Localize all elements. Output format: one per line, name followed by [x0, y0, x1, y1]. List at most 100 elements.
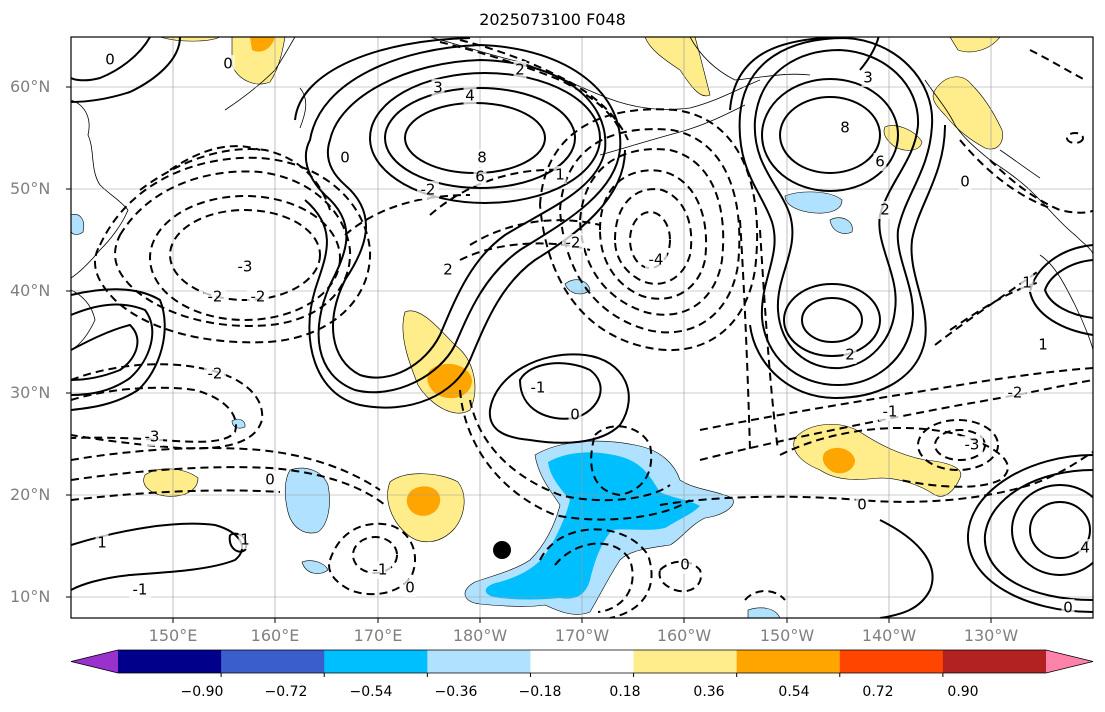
lon-label: 160°W: [656, 626, 712, 645]
contour-label-bg: [338, 149, 352, 167]
lat-label: 20°N: [10, 485, 51, 504]
contour-label-bg: [1020, 274, 1034, 292]
contour-label-bg: [204, 365, 226, 383]
contour-label-bg: [568, 406, 582, 424]
contour-label: -1: [531, 379, 546, 397]
colorbar-tick-label: 0.18: [609, 684, 641, 700]
lon-label: 130°W: [963, 626, 1019, 645]
contour-label-bg: [855, 496, 869, 514]
contour-label: 1: [97, 534, 107, 552]
contour-label-bg: [1078, 539, 1092, 557]
contour-label: 3: [863, 69, 873, 87]
contour-label: -2: [421, 181, 436, 199]
contour-label: 1: [1022, 274, 1032, 292]
contour-label-bg: [473, 168, 487, 186]
contour-label: -3: [965, 436, 980, 454]
light-blue-patch: [747, 607, 781, 618]
blue-patch: [485, 452, 700, 600]
contour-label: 3: [433, 79, 443, 97]
colorbar-segment: [530, 650, 635, 673]
colorbar-tick-label: −0.18: [518, 684, 562, 700]
yellow-patch: [932, 76, 1003, 150]
contour-label-bg: [1036, 336, 1050, 354]
colorbar-tick-label: −0.36: [434, 684, 478, 700]
contour-label-bg: [958, 173, 972, 191]
contour-label-bg: [861, 69, 875, 87]
colorbar-segment: [324, 650, 428, 673]
contour-label: -1: [133, 581, 148, 599]
light-blue-patch: [301, 560, 329, 574]
yellow-patch: [793, 423, 962, 497]
contour-label-bg: [238, 531, 252, 549]
contour-label: 0: [223, 55, 233, 73]
contour-label-bg: [95, 534, 109, 552]
contour-label: 4: [465, 87, 475, 105]
lon-label: 150°W: [759, 626, 815, 645]
lon-label: 170°W: [554, 626, 610, 645]
colorbar-extend-low: [71, 650, 118, 673]
light-blue-patch: [829, 217, 853, 234]
contour-label-bg: [141, 428, 163, 446]
orange-patch: [427, 363, 472, 399]
lat-label: 30°N: [10, 383, 51, 402]
light-blue-patch: [71, 214, 85, 235]
yellow-patch: [143, 468, 199, 497]
colorbar-tick-label: −0.90: [180, 684, 224, 700]
contour-label-bg: [475, 149, 489, 167]
contour-label: -1: [883, 403, 898, 421]
contour-label: -1: [373, 561, 388, 579]
contours-solid: [71, 37, 1093, 618]
contour-labels: 0 0 0 0 0 0 0 0 0 0 1 1 1 1 1 -1 -1 -1 -1 2 2 2 2 -2 -2 -2 -2 -2 -2 3…: [95, 51, 1092, 617]
shading-positive: [143, 37, 1003, 542]
colorbar-tick-label: −0.72: [264, 684, 308, 700]
contour-label-bg: [204, 288, 226, 306]
contour-label: -2: [251, 288, 266, 306]
lon-label: 140°W: [861, 626, 917, 645]
orange-patch: [250, 37, 275, 52]
colorbar-tick-label: 0.72: [862, 684, 894, 700]
contour-label: 0: [680, 556, 690, 574]
orange-patch: [406, 486, 441, 516]
contour-label: -2: [208, 365, 223, 383]
colorbar-extend-high: [1046, 650, 1093, 673]
contour-label: 1: [1038, 336, 1048, 354]
location-marker: [493, 541, 511, 559]
map-title: 2025073100 F048: [479, 10, 626, 29]
contour-label-bg: [234, 258, 256, 276]
contour-label-bg: [369, 561, 391, 579]
contour-label-bg: [129, 581, 151, 599]
contour-label: 6: [875, 153, 885, 171]
colorbar-segment: [839, 650, 944, 673]
colorbar-tick-label: 0.90: [947, 684, 979, 700]
contour-label-bg: [263, 471, 277, 489]
contour-label: -3: [145, 428, 160, 446]
contour-label: 2: [515, 61, 525, 79]
contour-label-bg: [678, 556, 692, 574]
colorbar-segment: [633, 650, 738, 673]
contour-label-bg: [879, 403, 901, 421]
lon-label: 150°E: [148, 626, 198, 645]
contour-label-bg: [527, 379, 549, 397]
lat-label: 60°N: [10, 77, 51, 96]
contour-label-bg: [873, 153, 887, 171]
lon-label: 170°E: [353, 626, 403, 645]
contour-label: 2: [443, 261, 453, 279]
contour-label-bg: [247, 288, 269, 306]
colorbar-segment: [942, 650, 1047, 673]
lon-label: 160°E: [250, 626, 300, 645]
lat-label: 40°N: [10, 281, 51, 300]
lat-label: 50°N: [10, 179, 51, 198]
colorbar-segment: [118, 650, 222, 673]
contour-label: 8: [840, 119, 850, 137]
contour-label-bg: [562, 234, 584, 252]
contour-label-bg: [221, 55, 235, 73]
contour-label: -2: [566, 234, 581, 252]
contour-label: 0: [105, 51, 115, 69]
contour-label: 0: [265, 471, 275, 489]
contour-label: 0: [1063, 599, 1073, 617]
light-blue-patch: [564, 279, 591, 295]
contour-label: 0: [405, 579, 415, 597]
contour-label: 2: [845, 346, 855, 364]
contour-label: 0: [857, 496, 867, 514]
